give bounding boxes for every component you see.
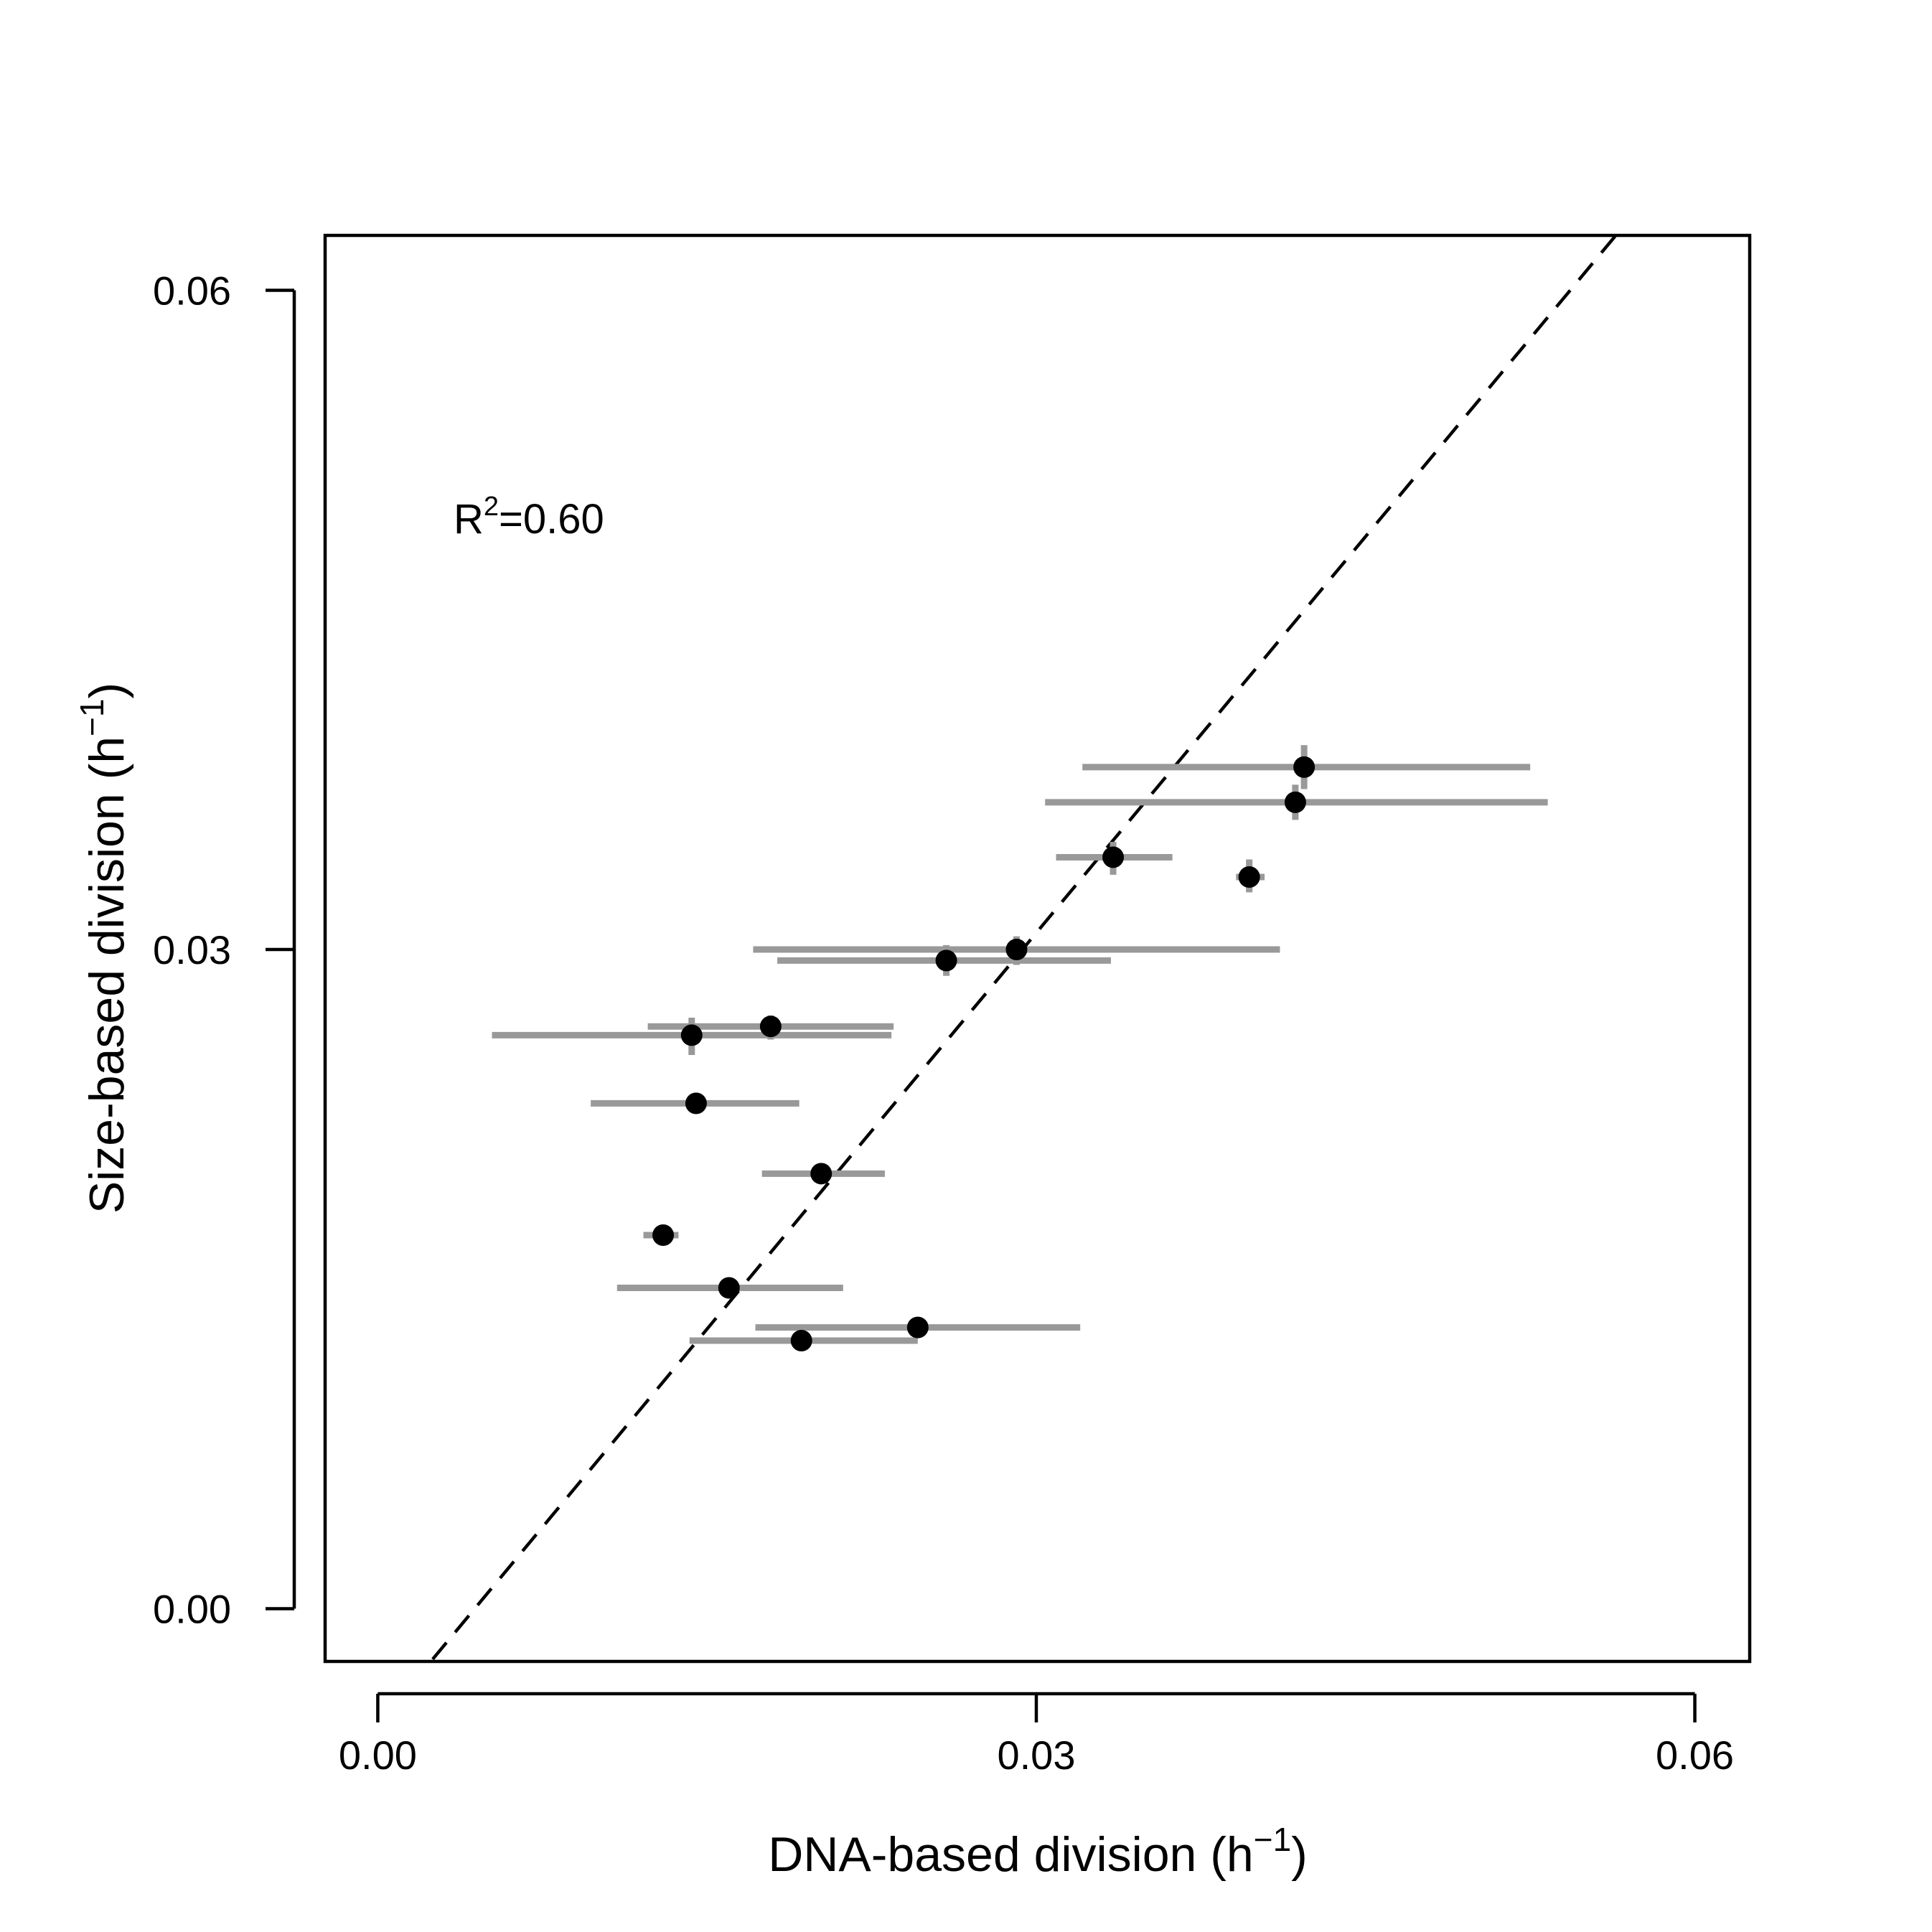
x-tick-label: 0.00 [339,1732,417,1778]
data-point [1238,866,1260,888]
data-point [935,949,957,972]
annotation-r-squared: R2=0.60 [454,492,604,543]
y-axis-label: Size-based division (h−1) [73,683,134,1214]
x-tick-label: 0.06 [1656,1732,1734,1778]
data-point [1293,756,1316,778]
y-tick-label: 0.06 [153,268,231,314]
y-axis: 0.00 0.03 0.06 [153,268,296,1632]
data-point [680,1024,703,1046]
data-point [1102,846,1125,868]
data-point [1005,939,1028,961]
x-tick-label: 0.03 [997,1732,1075,1778]
data-point [685,1092,707,1115]
data-point [810,1163,833,1185]
data-point [759,1016,782,1038]
plot-frame [323,233,1752,1664]
data-point [906,1316,929,1338]
x-axis-label: DNA-based division (h−1) [768,1821,1308,1882]
x-axis: 0.00 0.03 0.06 [339,1692,1734,1778]
y-tick-label: 0.00 [153,1587,231,1632]
y-tick-label: 0.03 [153,927,231,972]
data-point [718,1277,740,1299]
data-point [652,1224,675,1247]
data-points [652,756,1316,1352]
data-point [1284,791,1306,813]
data-point [790,1330,812,1352]
error-bars [492,745,1548,1346]
